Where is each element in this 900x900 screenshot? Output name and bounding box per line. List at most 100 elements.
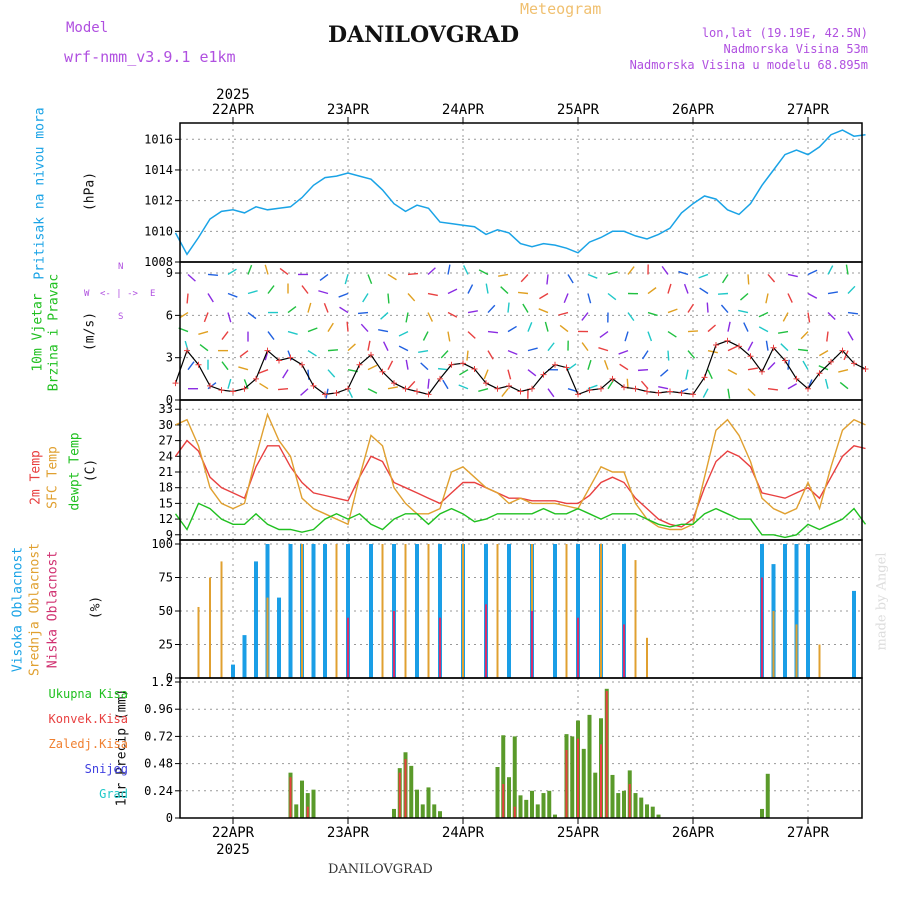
conv-precip-bar <box>404 759 407 818</box>
wind-arrow <box>243 379 249 389</box>
high-cloud-bar <box>288 544 293 678</box>
wind-gust-mark <box>253 375 259 382</box>
total-precip-bar <box>535 804 540 818</box>
wind-gust-mark <box>471 365 478 372</box>
wind-arrow <box>765 293 769 304</box>
conv-precip-bar <box>513 806 516 818</box>
mid-cloud-bar <box>795 624 798 678</box>
total-precip-bar <box>760 808 764 818</box>
total-precip-bar <box>616 793 621 818</box>
wind-gust-mark <box>586 387 593 394</box>
wind-arrow <box>721 274 729 284</box>
wind-arrow <box>739 292 749 301</box>
wind-gust-mark <box>230 388 236 395</box>
wind-arrow <box>344 274 349 285</box>
wind-gust-mark <box>184 347 190 354</box>
wind-tick-label: 0 <box>166 393 173 407</box>
temp2m-label: 2m Temp <box>28 450 44 505</box>
wind-arrow <box>238 366 249 371</box>
pressure-tick-label: 1016 <box>144 132 173 146</box>
high-cloud-bar <box>622 544 626 678</box>
wind-arrow <box>380 312 389 320</box>
wind-arrow <box>539 292 549 300</box>
wind-gust-mark <box>805 385 811 392</box>
wind-arrow <box>458 384 469 390</box>
precip-tick-label: 0.48 <box>144 757 173 771</box>
wind-arrow <box>707 324 717 333</box>
wind-arrow <box>765 340 769 351</box>
panel-frame <box>179 677 863 819</box>
wind-arrow <box>207 293 214 303</box>
wind-arrow <box>507 325 517 333</box>
total-precip-bar <box>409 765 414 818</box>
bottom-day-label: 25APR <box>557 825 600 841</box>
wind-arrow <box>367 274 373 285</box>
wind-gust-mark <box>609 375 616 382</box>
wind-arrow <box>607 271 618 276</box>
wind-gust-mark <box>713 341 719 348</box>
wind-arrow <box>447 311 458 318</box>
mid-cloud-bar <box>335 544 338 678</box>
wind-arrow <box>307 302 312 313</box>
wind-arrow <box>727 369 738 375</box>
wind-arrow <box>747 388 756 397</box>
total-precip-bar <box>633 793 638 818</box>
wind-arrow <box>507 369 512 380</box>
wind-arrow <box>440 350 449 359</box>
high-cloud-bar <box>415 544 419 678</box>
wind-gust-mark <box>575 391 581 398</box>
wind-arrow <box>641 350 649 360</box>
conv-precip-bar <box>565 750 568 818</box>
wind-arrow <box>387 293 390 304</box>
wind-arrow <box>478 388 489 392</box>
mid-cloud-bar <box>600 544 602 678</box>
wind-arrow <box>258 369 269 374</box>
wind-label-1: 10m Vjetar <box>30 293 46 372</box>
wind-arrow <box>221 331 229 340</box>
wind-arrow <box>347 388 354 399</box>
mid-cloud-bar <box>404 544 407 678</box>
wind-arrow <box>637 368 649 372</box>
wind-arrow <box>407 293 416 302</box>
low-cloud-bar <box>485 604 487 678</box>
high-cloud-label: Visoka Oblacnost <box>10 546 26 673</box>
wind-gust-mark <box>425 391 432 398</box>
wind-arrow <box>198 330 209 336</box>
wind-arrow <box>203 312 209 323</box>
top-day-label: 26APR <box>672 102 715 118</box>
wind-arrow <box>360 323 369 333</box>
mid-cloud-bar <box>462 544 464 678</box>
temp-tick-label: 9 <box>166 528 173 542</box>
pressure-tick-label: 1014 <box>144 163 173 177</box>
wind-arrow <box>707 349 718 354</box>
temp-tick-label: 18 <box>159 481 173 495</box>
wind-arrow <box>338 292 349 298</box>
wind-arrow <box>787 383 798 390</box>
wind-arrow <box>466 350 469 361</box>
wind-arrow <box>507 349 518 356</box>
wind-gust-mark <box>690 391 696 398</box>
wind-arrow <box>307 350 317 357</box>
wind-arrow <box>282 369 289 379</box>
conv-precip-bar <box>577 738 579 818</box>
wind-arrow <box>685 369 689 380</box>
wind-gust-mark <box>667 388 673 395</box>
wind-arrow <box>687 330 699 333</box>
total-precip-bar <box>311 789 316 818</box>
wind-arrow <box>717 292 729 295</box>
dewpt-label: dewpt Temp <box>67 432 83 511</box>
wind-arrow <box>839 381 849 390</box>
wind-arrow <box>247 290 258 295</box>
wind-gust-mark <box>264 347 271 354</box>
legend-freezing-rain: Zaledj.Kisa <box>48 737 128 751</box>
wind-arrow <box>647 287 657 295</box>
wind-arrow <box>447 331 451 342</box>
wind-arrow <box>767 388 779 391</box>
wind-arrow <box>398 330 409 337</box>
wind-arrow <box>587 273 598 279</box>
wind-arrow <box>346 321 349 332</box>
wind-arrow <box>199 344 209 352</box>
wind-gust-mark <box>310 382 317 389</box>
wind-speed-line <box>174 340 866 396</box>
wind-arrow <box>727 321 731 332</box>
